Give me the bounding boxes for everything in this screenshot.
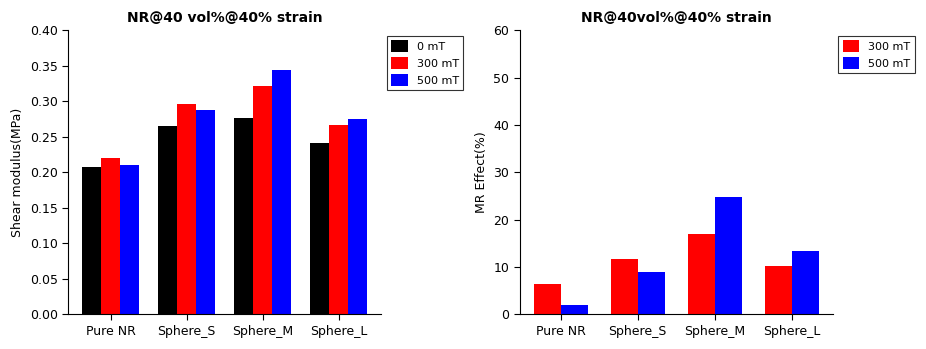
Bar (272, 70, 291, 314)
Bar (120, 165, 139, 314)
Title: NR@40 vol%@40% strain: NR@40 vol%@40% strain (127, 11, 322, 25)
Bar (253, 86, 272, 314)
Y-axis label: Shear modulus(MPa): Shear modulus(MPa) (11, 108, 24, 237)
Bar (638, 272, 665, 314)
Title: NR@40vol%@40% strain: NR@40vol%@40% strain (581, 11, 771, 25)
Bar (561, 305, 588, 314)
Bar (196, 110, 215, 314)
Bar (715, 197, 742, 314)
Bar (792, 251, 819, 314)
Bar (177, 104, 196, 314)
Bar (348, 119, 367, 314)
Bar (234, 118, 253, 314)
Y-axis label: MR Effect(%): MR Effect(%) (474, 132, 488, 213)
Bar (765, 266, 792, 314)
Bar (688, 234, 715, 314)
Bar (158, 126, 177, 314)
Legend: 300 mT, 500 mT: 300 mT, 500 mT (838, 36, 915, 73)
Bar (329, 125, 348, 314)
Bar (310, 143, 329, 314)
Bar (611, 259, 638, 314)
Bar (82, 168, 101, 314)
Bar (533, 284, 561, 314)
Bar (101, 157, 120, 314)
Legend: 0 mT, 300 mT, 500 mT: 0 mT, 300 mT, 500 mT (387, 36, 463, 90)
